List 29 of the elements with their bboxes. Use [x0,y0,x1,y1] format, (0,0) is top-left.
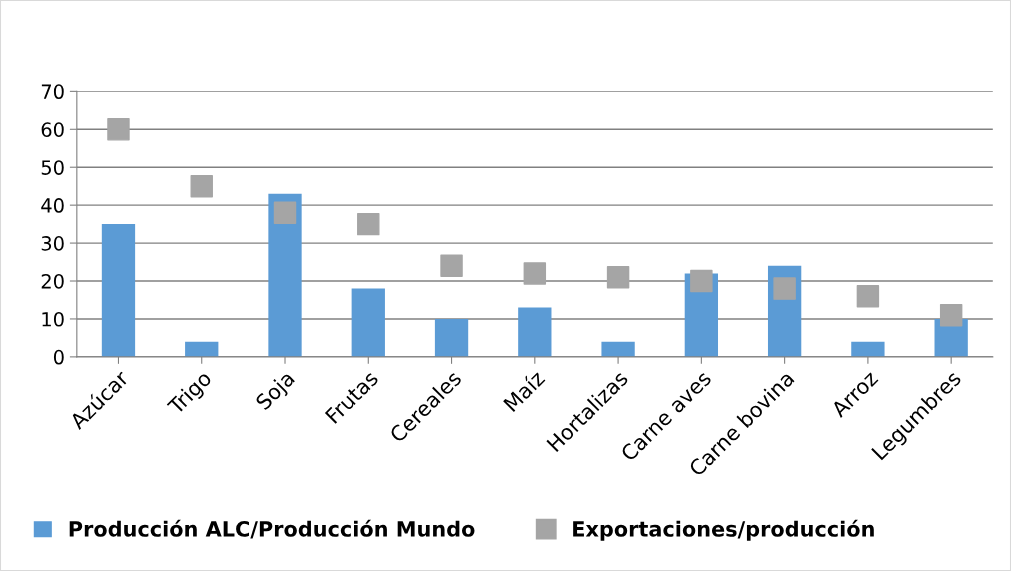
point [440,254,463,278]
point [523,262,547,285]
point [939,303,963,327]
point [190,174,213,198]
point [773,277,796,300]
point [273,201,297,224]
point [606,265,630,289]
y-tick-label: 0 [53,349,64,365]
legend-label: Producción ALC/Producción Mundo [69,519,475,539]
y-tick-label: 40 [41,198,64,213]
point [856,284,880,308]
y-tick-label: 70 [41,84,64,100]
y-tick-label: 30 [41,236,64,251]
y-tick-label: 10 [42,311,64,327]
bar [518,307,552,357]
bar [268,193,302,357]
bar [185,341,219,357]
bar [851,341,885,357]
legend-label: Exportaciones/producción [573,519,874,541]
y-tick-label: 20 [41,273,64,289]
y-tick-label: 60 [41,122,64,137]
bar [601,341,635,357]
y-tick-label: 50 [41,160,64,175]
point [690,269,713,293]
point [357,212,380,236]
bar [434,318,469,357]
bar [101,224,136,357]
bar [351,288,385,357]
point [107,118,130,141]
